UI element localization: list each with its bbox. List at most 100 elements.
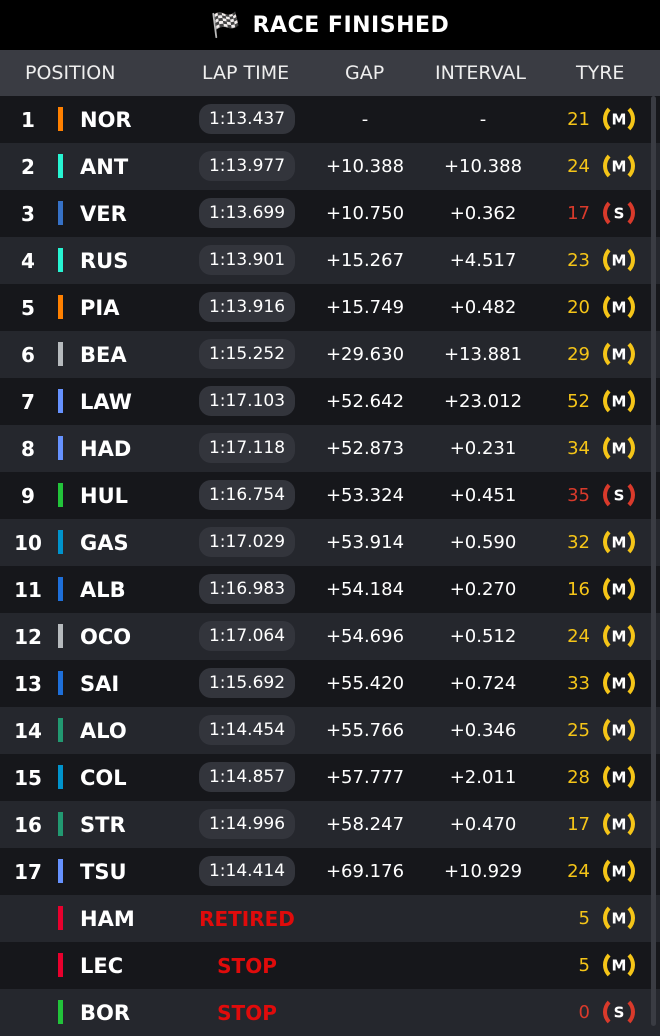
col-gap: GAP xyxy=(345,62,385,84)
tyre-laps: 17 xyxy=(567,814,590,835)
team-color-bar xyxy=(58,436,63,460)
table-row[interactable]: 10 GAS 1:17.029 +53.914 +0.590 32 M xyxy=(0,519,660,566)
position: 5 xyxy=(21,295,35,320)
table-row[interactable]: LEC STOP 5 M xyxy=(0,942,660,989)
interval: +2.011 xyxy=(449,767,517,788)
gap: +52.642 xyxy=(325,391,405,412)
gap: +52.873 xyxy=(325,438,405,459)
tyre-laps: 20 xyxy=(567,297,590,318)
tyre-compound: M xyxy=(611,533,627,551)
interval: +0.590 xyxy=(449,532,517,553)
lap-time: 1:17.064 xyxy=(199,621,295,651)
table-row[interactable]: 13 SAI 1:15.692 +55.420 +0.724 33 M xyxy=(0,660,660,707)
table-row[interactable]: 6 BEA 1:15.252 +29.630 +13.881 29 M xyxy=(0,331,660,378)
medium-tyre-icon: M xyxy=(603,338,635,370)
lap-time: 1:13.916 xyxy=(199,292,295,322)
position: 12 xyxy=(14,624,42,649)
tyre-laps: 24 xyxy=(567,156,590,177)
medium-tyre-icon: M xyxy=(603,714,635,746)
team-color-bar xyxy=(58,530,63,554)
gap: +57.777 xyxy=(325,767,405,788)
gap: +58.247 xyxy=(325,814,405,835)
checkered-flag-icon: 🏁 xyxy=(210,11,241,39)
column-header: POSITION LAP TIME GAP INTERVAL TYRE xyxy=(0,50,660,96)
gap: +55.420 xyxy=(325,673,405,694)
gap: +53.914 xyxy=(325,532,405,553)
driver-code: NOR xyxy=(80,107,132,132)
table-row[interactable]: 17 TSU 1:14.414 +69.176 +10.929 24 M xyxy=(0,848,660,895)
medium-tyre-icon: M xyxy=(603,385,635,417)
medium-tyre-icon: M xyxy=(603,291,635,323)
table-row[interactable]: 5 PIA 1:13.916 +15.749 +0.482 20 M xyxy=(0,284,660,331)
driver-code: RUS xyxy=(80,248,129,273)
lap-time: 1:17.103 xyxy=(199,386,295,416)
table-row[interactable]: 12 OCO 1:17.064 +54.696 +0.512 24 M xyxy=(0,613,660,660)
table-row[interactable]: 14 ALO 1:14.454 +55.766 +0.346 25 M xyxy=(0,707,660,754)
table-row[interactable]: 2 ANT 1:13.977 +10.388 +10.388 24 M xyxy=(0,143,660,190)
lap-time: 1:14.454 xyxy=(199,715,295,745)
lap-time: 1:17.029 xyxy=(199,527,295,557)
medium-tyre-icon: M xyxy=(603,620,635,652)
table-row[interactable]: 7 LAW 1:17.103 +52.642 +23.012 52 M xyxy=(0,378,660,425)
tyre-laps: 28 xyxy=(567,767,590,788)
gap: +10.750 xyxy=(325,203,405,224)
scrollbar[interactable] xyxy=(651,96,656,1026)
team-color-bar xyxy=(58,107,63,131)
driver-code: LEC xyxy=(80,953,124,978)
tyre-compound: M xyxy=(611,815,627,833)
medium-tyre-icon: M xyxy=(603,573,635,605)
table-row[interactable]: 9 HUL 1:16.754 +53.324 +0.451 35 S xyxy=(0,472,660,519)
tyre-compound: M xyxy=(611,580,627,598)
tyre-compound: M xyxy=(611,298,627,316)
table-row[interactable]: 3 VER 1:13.699 +10.750 +0.362 17 S xyxy=(0,190,660,237)
tyre-compound: M xyxy=(611,721,627,739)
position: 16 xyxy=(14,812,42,837)
team-color-bar xyxy=(58,718,63,742)
table-row[interactable]: 1 NOR 1:13.437 - - 21 M xyxy=(0,96,660,143)
col-position: POSITION xyxy=(25,62,116,84)
position: 8 xyxy=(21,436,35,461)
team-color-bar xyxy=(58,765,63,789)
tyre-compound: M xyxy=(611,768,627,786)
position: 11 xyxy=(14,577,42,602)
interval: +0.231 xyxy=(449,438,517,459)
driver-code: PIA xyxy=(80,295,120,320)
table-row[interactable]: 11 ALB 1:16.983 +54.184 +0.270 16 M xyxy=(0,566,660,613)
tyre-laps: 0 xyxy=(578,1002,590,1023)
driver-code: BOR xyxy=(80,1000,131,1025)
tyre-compound: S xyxy=(613,1003,625,1021)
driver-code: ALO xyxy=(80,718,127,743)
driver-code: COL xyxy=(80,765,127,790)
medium-tyre-icon: M xyxy=(603,150,635,182)
tyre-laps: 32 xyxy=(567,532,590,553)
interval: +0.451 xyxy=(449,485,517,506)
lap-time: 1:13.699 xyxy=(199,198,295,228)
tyre-laps: 25 xyxy=(567,720,590,741)
table-row[interactable]: 15 COL 1:14.857 +57.777 +2.011 28 M xyxy=(0,754,660,801)
table-row[interactable]: 4 RUS 1:13.901 +15.267 +4.517 23 M xyxy=(0,237,660,284)
tyre-laps: 24 xyxy=(567,626,590,647)
position: 9 xyxy=(21,483,35,508)
driver-code: GAS xyxy=(80,530,129,555)
medium-tyre-icon: M xyxy=(603,103,635,135)
gap: +15.267 xyxy=(325,250,405,271)
team-color-bar xyxy=(58,812,63,836)
lap-time: 1:16.983 xyxy=(199,574,295,604)
gap: +53.324 xyxy=(325,485,405,506)
position: 6 xyxy=(21,342,35,367)
table-row[interactable]: BOR STOP 0 S xyxy=(0,989,660,1036)
lap-time: 1:17.118 xyxy=(199,433,295,463)
table-row[interactable]: 16 STR 1:14.996 +58.247 +0.470 17 M xyxy=(0,801,660,848)
position: 7 xyxy=(21,389,35,414)
interval: +0.270 xyxy=(449,579,517,600)
team-color-bar xyxy=(58,624,63,648)
table-row[interactable]: HAM RETIRED 5 M xyxy=(0,895,660,942)
table-row[interactable]: 8 HAD 1:17.118 +52.873 +0.231 34 M xyxy=(0,425,660,472)
position: 10 xyxy=(14,530,42,555)
tyre-compound: M xyxy=(611,392,627,410)
interval: +0.482 xyxy=(449,297,517,318)
lap-time: 1:13.977 xyxy=(199,151,295,181)
lap-time: 1:16.754 xyxy=(199,480,295,510)
gap: +55.766 xyxy=(325,720,405,741)
